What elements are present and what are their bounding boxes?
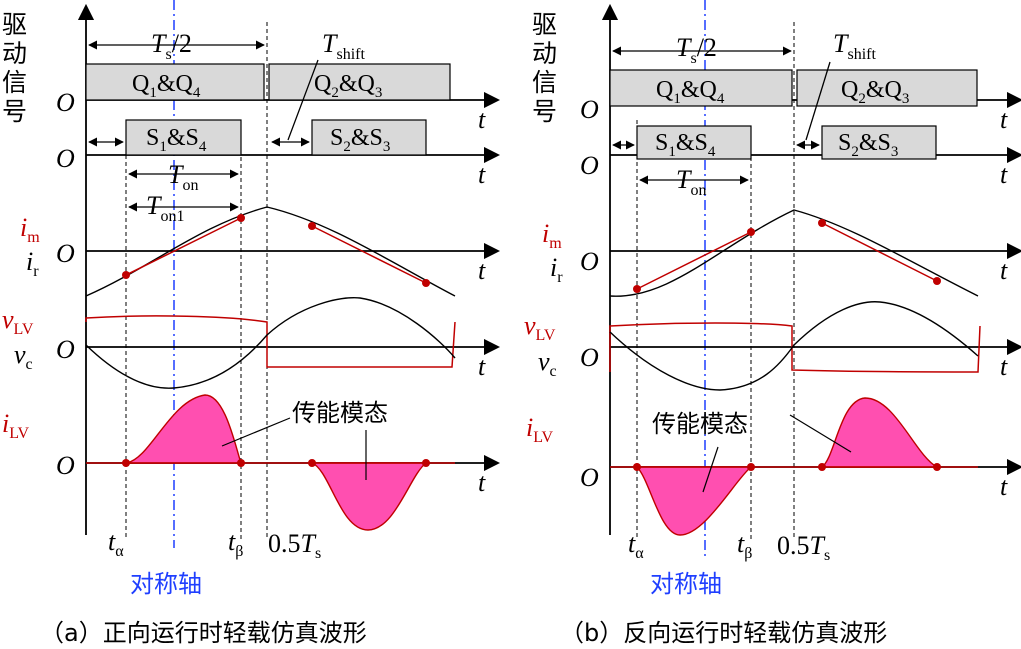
ilv-negative-pulse — [311, 462, 429, 531]
ilv-positive-pulse — [125, 394, 242, 464]
t-on-label: Ton — [168, 160, 198, 194]
gate-bars-q-b — [609, 69, 978, 107]
im-points — [122, 214, 430, 287]
ilv-label: iLV — [2, 409, 30, 442]
origin-label-b4: O — [580, 343, 599, 372]
time-label-1: t — [478, 105, 486, 134]
ts-half-label-b: Ts/2 — [676, 33, 717, 67]
origin-label-2: O — [56, 144, 75, 173]
time-label-b4: t — [1000, 352, 1008, 381]
caption-b: （b）反向运行时轻载仿真波形 — [560, 619, 887, 647]
ilv-label-b: iLV — [526, 413, 554, 446]
panel-a: 驱 动 信 号 — [2, 0, 501, 647]
drive-signal-label-b: 驱 动 信 号 — [532, 10, 557, 126]
time-label-5: t — [478, 468, 486, 497]
vlv-label: vLV — [2, 305, 34, 338]
im-points-b — [633, 219, 941, 293]
dimension-arrows-b — [612, 46, 831, 185]
time-label-4: t — [478, 352, 486, 381]
caption-a: （a）正向运行时轻载仿真波形 — [40, 619, 367, 647]
time-label-2: t — [478, 160, 486, 189]
time-label-b3: t — [1000, 256, 1008, 285]
mode-label-b: 传能模态 — [652, 410, 748, 438]
origin-label-b1: O — [580, 95, 599, 124]
half-ts-label-b: 0.5Ts — [777, 531, 830, 564]
im-waveform — [125, 217, 427, 284]
bar-q14-label-b: Q1&Q4 — [656, 77, 725, 107]
vlv-waveform — [85, 315, 456, 368]
panel-b: 驱 动 信 号 Q1&Q4 Q2&Q3 — [524, 0, 1021, 647]
gate-bars-s-b — [636, 125, 937, 160]
svg-text:驱: 驱 — [532, 10, 557, 39]
ir-label: ir — [26, 247, 39, 280]
origin-label-b3: O — [580, 247, 599, 276]
t-on1-label: Ton1 — [146, 191, 184, 225]
t-shift-label: Tshift — [322, 29, 365, 63]
svg-text:动: 动 — [2, 39, 27, 68]
ilv-positive-pulse-b — [819, 397, 938, 468]
vlv-label-b: vLV — [524, 311, 556, 344]
im-label: im — [20, 213, 40, 246]
bar-s23-label: S2&S3 — [330, 125, 390, 155]
t-on-label-b: Ton — [676, 165, 706, 199]
origin-label-1: O — [56, 88, 75, 117]
origin-label-b5: O — [580, 463, 599, 492]
vc-label: vc — [14, 340, 33, 373]
t-beta-label: tβ — [228, 527, 243, 560]
dimension-arrows — [88, 40, 319, 212]
origin-label-3: O — [56, 239, 75, 268]
t-alpha-label-b: tα — [628, 529, 644, 562]
gate-bars-q — [85, 63, 451, 101]
t-shift-label-b: Tshift — [833, 29, 876, 63]
vc-label-b: vc — [538, 347, 557, 380]
mode-leaders-b — [702, 414, 852, 493]
vc-waveform-b — [609, 301, 979, 391]
time-label-b2: t — [1000, 160, 1008, 189]
im-label-b: im — [542, 219, 562, 252]
time-label-3: t — [478, 256, 486, 285]
origin-label-4: O — [56, 335, 75, 364]
symmetry-label-b: 对称轴 — [650, 570, 722, 598]
svg-text:驱: 驱 — [2, 10, 27, 39]
half-ts-label: 0.5Ts — [268, 529, 321, 562]
ilv-points-b — [633, 463, 941, 471]
ilv-points — [122, 459, 430, 467]
t-beta-label-b: tβ — [737, 529, 752, 562]
symmetry-label: 对称轴 — [130, 570, 202, 598]
bar-q23-label-b: Q2&Q3 — [841, 77, 909, 107]
svg-text:信: 信 — [532, 68, 557, 97]
ts-half-label: Ts/2 — [151, 29, 192, 63]
drive-signal-label: 驱 动 信 号 — [2, 10, 27, 126]
im-waveform-b — [636, 222, 938, 290]
bar-s23-label-b: S2&S3 — [838, 130, 898, 160]
gate-bars-s — [125, 119, 427, 156]
ir-label-b: ir — [550, 253, 563, 286]
bar-q14-label: Q1&Q4 — [132, 71, 201, 101]
time-label-b1: t — [1000, 105, 1008, 134]
svg-text:号: 号 — [2, 97, 27, 126]
time-label-b5: t — [1000, 472, 1008, 501]
bar-s14-label-b: S1&S4 — [655, 130, 716, 160]
bar-q23-label: Q2&Q3 — [314, 71, 382, 101]
ilv-negative-pulse-b — [635, 466, 753, 536]
ir-waveform-b — [609, 209, 979, 297]
vc-waveform — [85, 297, 456, 389]
bar-s14-label: S1&S4 — [146, 125, 207, 155]
svg-text:动: 动 — [532, 39, 557, 68]
mode-leaders — [221, 417, 367, 480]
svg-text:号: 号 — [532, 97, 557, 126]
t-alpha-label: tα — [108, 527, 124, 560]
origin-label-b2: O — [580, 151, 599, 180]
origin-label-5: O — [56, 451, 75, 480]
svg-text:信: 信 — [2, 68, 27, 97]
mode-label: 传能模态 — [292, 399, 388, 427]
